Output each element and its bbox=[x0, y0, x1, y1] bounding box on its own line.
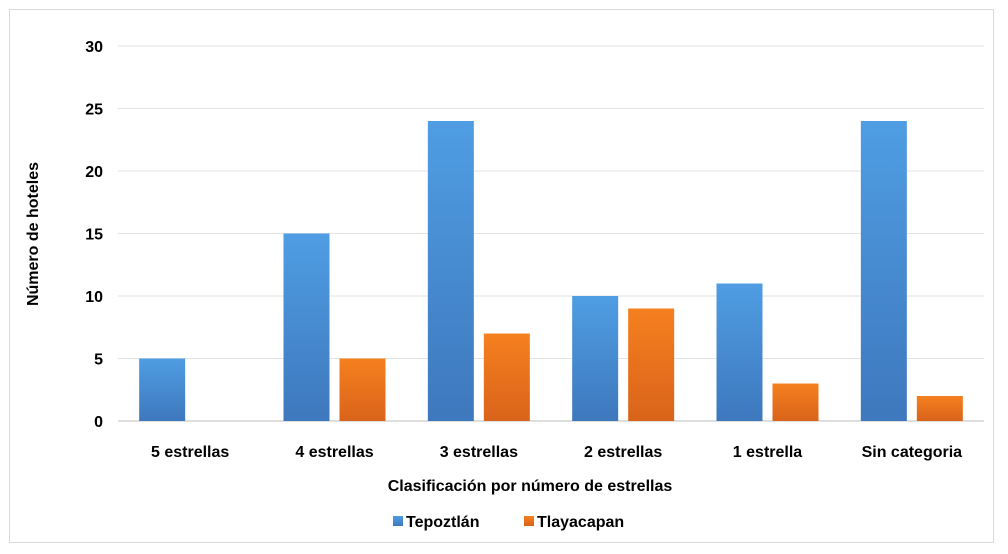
bar-tlayacapan-5 bbox=[916, 396, 963, 421]
x-axis-ticks: 5 estrellas 4 estrellas 3 estrellas 2 estre… bbox=[151, 444, 962, 461]
bar-tepoztlan-3 bbox=[572, 296, 619, 421]
y-tick-label: 15 bbox=[85, 227, 103, 244]
legend-swatch-tlayacapan bbox=[524, 516, 534, 526]
bar-tepoztlan-0 bbox=[139, 358, 186, 421]
bar-tepoztlan-5 bbox=[860, 121, 907, 421]
y-tick-label: 30 bbox=[85, 39, 103, 56]
y-tick-label: 5 bbox=[94, 352, 103, 369]
x-tick-label: 3 estrellas bbox=[440, 444, 518, 461]
bar-tlayacapan-1 bbox=[339, 358, 386, 421]
y-tick-label: 10 bbox=[85, 289, 103, 306]
legend-swatch-tepoztlan bbox=[393, 516, 403, 526]
legend-label-tepoztlan: Tepoztlán bbox=[406, 514, 479, 531]
y-tick-label: 20 bbox=[85, 164, 103, 181]
bar-tepoztlan-4 bbox=[716, 283, 763, 421]
chart-frame bbox=[9, 9, 994, 543]
y-tick-label: 25 bbox=[85, 102, 103, 119]
x-tick-label: 1 estrella bbox=[733, 444, 802, 461]
x-tick-label: Sin categoria bbox=[862, 444, 963, 461]
bars bbox=[139, 121, 963, 421]
y-axis-ticks: 0 5 10 15 20 25 30 bbox=[85, 39, 103, 431]
x-tick-label: 4 estrellas bbox=[295, 444, 373, 461]
gridlines bbox=[118, 45, 984, 422]
legend: Tepoztlán Tlayacapan bbox=[393, 514, 624, 531]
x-axis-title: Clasificación por número de estrellas bbox=[388, 478, 673, 495]
y-axis-title: Número de hoteles bbox=[25, 162, 42, 306]
bar-tepoztlan-1 bbox=[283, 233, 330, 421]
x-tick-label: 2 estrellas bbox=[584, 444, 662, 461]
x-tick-label: 5 estrellas bbox=[151, 444, 229, 461]
y-tick-label: 0 bbox=[94, 414, 103, 431]
legend-label-tlayacapan: Tlayacapan bbox=[537, 514, 624, 531]
bar-tlayacapan-3 bbox=[628, 308, 675, 421]
bar-tlayacapan-2 bbox=[483, 333, 530, 421]
bar-tepoztlan-2 bbox=[427, 121, 474, 421]
bar-tlayacapan-4 bbox=[772, 383, 819, 421]
